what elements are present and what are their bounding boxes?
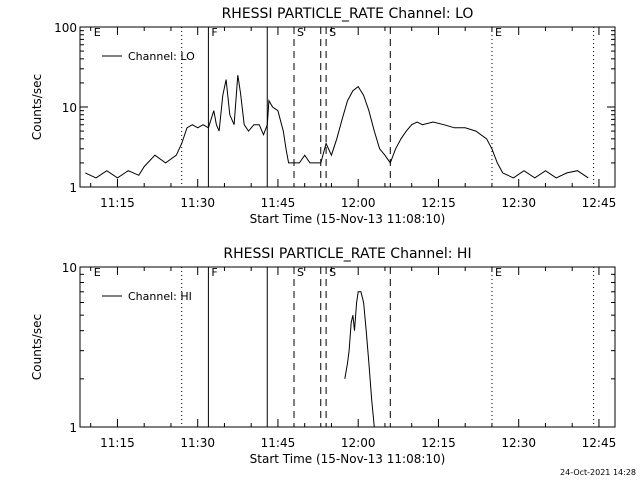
event-marker-label: F <box>211 266 217 279</box>
x-tick-label: 11:30 <box>180 196 215 210</box>
y-tick-label: 1 <box>69 181 77 195</box>
x-tick-label: 12:30 <box>501 196 536 210</box>
x-axis-label: Start Time (15-Nov-13 11:08:10) <box>250 452 446 466</box>
x-tick-label: 12:45 <box>582 196 617 210</box>
x-tick-label: 12:00 <box>341 196 376 210</box>
legend-entry: Channel: HI <box>128 290 192 303</box>
event-marker-label: S <box>297 26 304 39</box>
timestamp-stamp: 24-Oct-2021 14:28 <box>560 468 636 477</box>
x-tick-label: 12:00 <box>341 436 376 450</box>
x-tick-label: 12:15 <box>421 436 456 450</box>
data-series-line <box>344 291 375 428</box>
x-tick-label: 11:15 <box>100 436 135 450</box>
event-marker-label: S <box>329 26 336 39</box>
event-marker-label: S <box>297 266 304 279</box>
x-tick-label: 12:30 <box>501 436 536 450</box>
chart-title: RHESSI PARTICLE_RATE Channel: LO <box>222 6 474 22</box>
y-tick-label: 100 <box>54 21 77 35</box>
x-tick-label: 12:45 <box>582 436 617 450</box>
plot-frame <box>79 266 616 428</box>
event-marker-label: S <box>329 266 336 279</box>
y-tick-label: 10 <box>62 101 77 115</box>
event-marker-label: E <box>495 26 502 39</box>
lo-channel-panel: RHESSI PARTICLE_RATE Channel: LO Start Ti… <box>30 6 616 226</box>
event-marker-label: E <box>94 26 101 39</box>
y-axis-label: Counts/sec <box>30 74 44 140</box>
x-tick-label: 11:45 <box>261 196 296 210</box>
y-tick-label: 1 <box>69 421 77 435</box>
x-tick-label: 12:15 <box>421 196 456 210</box>
chart-title: RHESSI PARTICLE_RATE Channel: HI <box>223 246 471 262</box>
event-marker-label: F <box>211 26 217 39</box>
x-tick-label: 11:30 <box>180 436 215 450</box>
y-axis-label: Counts/sec <box>30 314 44 380</box>
x-axis-label: Start Time (15-Nov-13 11:08:10) <box>250 212 446 226</box>
x-tick-label: 11:15 <box>100 196 135 210</box>
data-series-line <box>85 75 589 179</box>
x-tick-label: 11:45 <box>261 436 296 450</box>
hi-channel-panel: RHESSI PARTICLE_RATE Channel: HI Start Ti… <box>30 246 616 466</box>
legend-entry: Channel: LO <box>128 50 195 63</box>
y-tick-label: 10 <box>62 261 77 275</box>
event-marker-label: E <box>495 266 502 279</box>
event-marker-label: E <box>94 266 101 279</box>
